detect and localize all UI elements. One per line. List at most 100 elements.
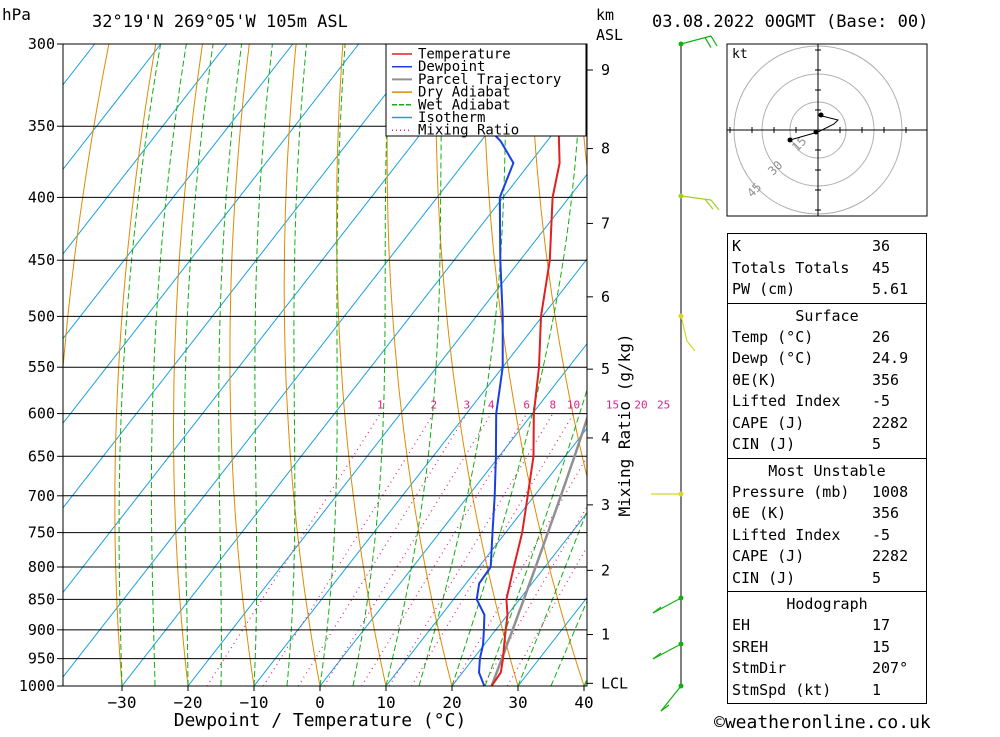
height-tick-label: 2 [601, 561, 610, 579]
dry-adiabat-line [387, 44, 452, 686]
dry-adiabat-line [577, 44, 716, 686]
wet-adiabat-line [287, 44, 307, 686]
surface-row: Dewp (°C)24.9 [732, 348, 922, 370]
most-unstable-label: θE (K) [732, 503, 872, 525]
surface-label: θE(K) [732, 370, 872, 392]
mixing-ratio-line [389, 414, 552, 686]
surface-title: Surface [732, 306, 922, 327]
dry-adiabat-line [115, 44, 156, 686]
mixing-ratio-label: 2 [430, 399, 437, 412]
height-tick-label: 9 [601, 61, 610, 79]
pressure-tick-label: 300 [28, 35, 55, 53]
isotherm-line [0, 44, 425, 686]
wind-profile [651, 36, 719, 711]
pressure-tick-label: 350 [28, 117, 55, 135]
height-tick-label: 8 [601, 140, 610, 158]
hodograph-param-value: 207° [872, 658, 908, 680]
dry-adiabat-line [54, 44, 109, 686]
hodograph-param-label: StmSpd (kt) [732, 680, 872, 702]
credit-text: ©weatheronline.co.uk [714, 712, 931, 733]
hodograph-param-label: SREH [732, 637, 872, 659]
pressure-tick-label: 450 [28, 251, 55, 269]
legend-label: Mixing Ratio [418, 123, 519, 139]
most-unstable-title: Most Unstable [732, 461, 922, 482]
profile-lines [453, 44, 682, 686]
x-tick-label: −30 [108, 693, 137, 712]
surface-value: 2282 [872, 413, 908, 435]
wet-adiabat-line [485, 44, 665, 686]
height-tick-label: 5 [601, 360, 610, 378]
most-unstable-value: 356 [872, 503, 899, 525]
dry-adiabat-line [951, 44, 1000, 686]
x-axis-label: Dewpoint / Temperature (°C) [174, 710, 467, 731]
pressure-tick-label: 550 [28, 358, 55, 376]
location-title: 32°19'N 269°05'W 105m ASL [92, 12, 348, 32]
hodograph-param-label: EH [732, 615, 872, 637]
height-tick-label: 3 [601, 496, 610, 514]
dry-adiabat-line [337, 44, 386, 686]
dry-adiabat-line [174, 44, 203, 686]
most-unstable-row: CIN (J)5 [732, 568, 922, 590]
isotherm-line [0, 44, 161, 686]
datetime-title: 03.08.2022 00GMT (Base: 00) [652, 12, 928, 32]
pressure-tick-label: 600 [28, 405, 55, 423]
pressure-tick-label: 650 [28, 447, 55, 465]
most-unstable-row: Lifted Index-5 [732, 525, 922, 547]
index-value: 5.61 [872, 279, 908, 301]
isotherm-line [0, 44, 491, 686]
isotherm-line [56, 44, 557, 686]
mixing-ratio-label: 10 [567, 399, 580, 412]
dry-adiabat-line [230, 44, 254, 686]
most-unstable-row: Pressure (mb)1008 [732, 482, 922, 504]
mixing-ratio-label: 4 [488, 399, 495, 412]
hodograph-param-value: 17 [872, 615, 890, 637]
wet-adiabat-line [419, 44, 507, 686]
wind-barb-flag [705, 38, 711, 48]
most-unstable-row: θE (K)356 [732, 503, 922, 525]
mixing-ratio-line [507, 414, 663, 686]
index-label: K [732, 236, 872, 258]
index-value: 45 [872, 258, 890, 280]
hodograph-point [819, 113, 824, 118]
wind-barb-flag [687, 341, 695, 351]
x-tick-label: 40 [574, 693, 593, 712]
surface-value: 24.9 [872, 348, 908, 370]
isotherm-line [254, 44, 755, 686]
wet-adiabat-line [151, 44, 186, 686]
wet-adiabat-line [452, 44, 582, 686]
isotherm-line [122, 44, 623, 686]
mixing-ratio-label: 1 [377, 399, 384, 412]
index-value: 36 [872, 236, 890, 258]
height-tick-label: LCL [601, 674, 628, 692]
height-tick-label: 6 [601, 288, 610, 306]
most-unstable-value: 5 [872, 568, 881, 590]
pressure-tick-label: 950 [28, 650, 55, 668]
most-unstable-value: 2282 [872, 546, 908, 568]
surface-label: CIN (J) [732, 434, 872, 456]
height-tick-label: 7 [601, 214, 610, 232]
height-tick-label: 1 [601, 626, 610, 644]
pressure-tick-label: 1000 [19, 677, 55, 695]
wind-barb [681, 316, 687, 341]
pressure-tick-label: 750 [28, 524, 55, 542]
hodograph-param-value: 15 [872, 637, 890, 659]
wind-barb [653, 598, 681, 613]
hodograph-param-value: 1 [872, 680, 881, 702]
surface-row: CIN (J)5 [732, 434, 922, 456]
hodograph-unit: kt [732, 47, 748, 62]
surface-label: Temp (°C) [732, 327, 872, 349]
most-unstable-row: CAPE (J)2282 [732, 546, 922, 568]
height-unit-asl: ASL [596, 26, 623, 44]
hodograph-point [788, 138, 793, 143]
wet-adiabat-line [184, 44, 213, 686]
wind-barb [661, 686, 681, 711]
surface-label: Dewp (°C) [732, 348, 872, 370]
